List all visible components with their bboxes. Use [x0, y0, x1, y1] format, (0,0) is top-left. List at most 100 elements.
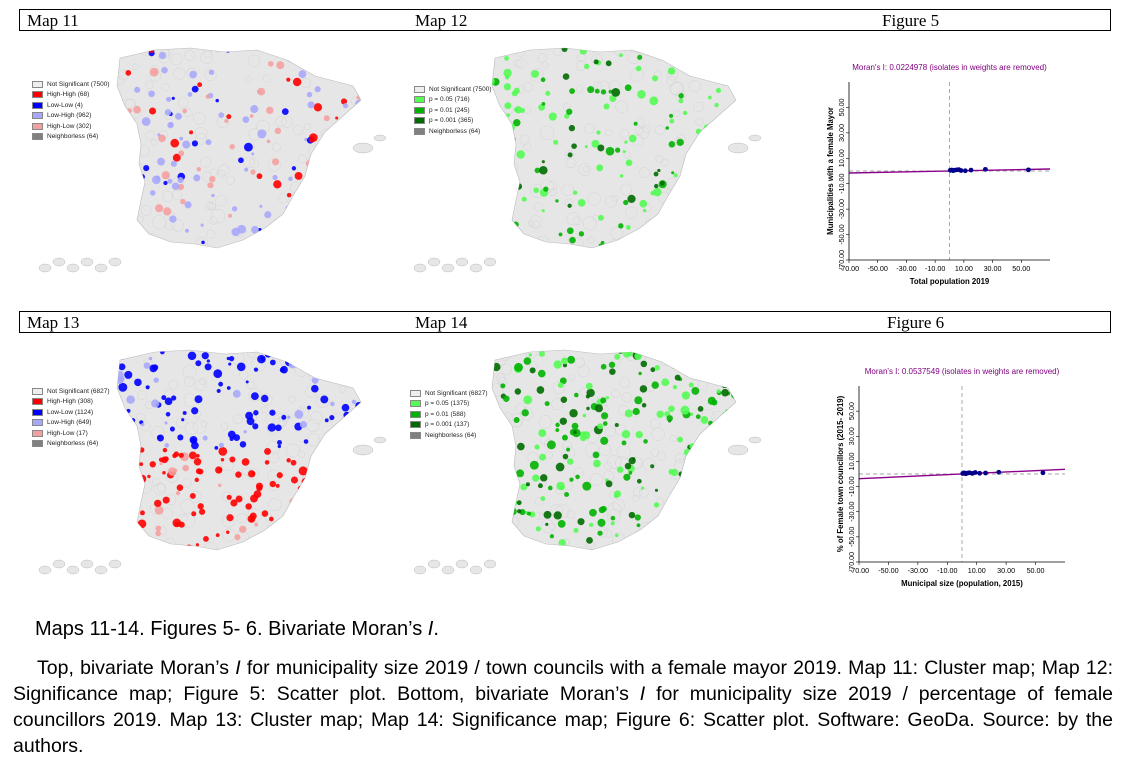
- cluster-patch: [182, 464, 189, 472]
- cluster-patch: [610, 521, 615, 526]
- legend-label: Not Significant (6827): [47, 387, 110, 395]
- cluster-patch: [598, 214, 604, 221]
- legend-item: Neighborless (64): [410, 430, 488, 441]
- cluster-patch: [137, 519, 147, 529]
- cluster-patch: [313, 48, 320, 55]
- x-tick-label: 10.00: [955, 264, 973, 273]
- cluster-patch: [569, 88, 576, 94]
- scatter-point: [972, 470, 978, 475]
- cluster-patch: [148, 48, 155, 53]
- municipality-border: [700, 51, 715, 66]
- cluster-patch: [700, 526, 709, 534]
- municipality-border: [171, 219, 184, 232]
- cluster-patch: [168, 467, 177, 476]
- cluster-patch: [517, 442, 525, 451]
- municipality-border: [642, 124, 651, 133]
- cluster-patch: [688, 363, 694, 369]
- municipality-border: [699, 161, 711, 173]
- cluster-patch: [614, 490, 622, 498]
- municipality-border: [344, 151, 358, 166]
- municipality-border: [117, 421, 131, 435]
- cluster-patch: [553, 360, 562, 369]
- cluster-patch: [143, 362, 151, 369]
- legend-swatch: [32, 387, 43, 395]
- cluster-patch: [505, 140, 513, 147]
- cluster-patch: [189, 130, 194, 135]
- cluster-patch: [539, 453, 547, 461]
- cluster-patch: [141, 423, 145, 427]
- cluster-patch: [226, 386, 231, 390]
- cluster-patch: [503, 83, 511, 91]
- cluster-patch: [582, 481, 592, 491]
- municipality-border: [566, 212, 580, 226]
- cluster-patch: [164, 109, 172, 116]
- cluster-patch: [358, 480, 361, 486]
- legend-label: Neighborless (64): [47, 133, 99, 141]
- cluster-patch: [736, 46, 742, 52]
- municipality-border: [279, 420, 287, 427]
- municipality-border: [355, 68, 361, 79]
- municipality-border: [733, 391, 736, 401]
- municipality-border: [611, 389, 620, 398]
- municipality-border: [170, 53, 183, 66]
- cluster-patch: [675, 495, 682, 502]
- municipality-border: [278, 192, 289, 204]
- municipality-border: [527, 220, 535, 227]
- cluster-patch: [652, 75, 659, 82]
- cluster-patch: [253, 410, 259, 416]
- cluster-patch: [697, 406, 704, 412]
- legend-label: p = 0.01 (588): [425, 410, 466, 418]
- cluster-patch: [230, 499, 238, 507]
- x-tick-label: -10.00: [925, 264, 945, 273]
- cluster-patch: [238, 157, 244, 164]
- cluster-patch: [125, 513, 130, 517]
- cluster-patch: [357, 389, 361, 398]
- municipality-border: [628, 232, 641, 245]
- cluster-patch: [653, 536, 662, 545]
- municipality-border: [307, 433, 320, 446]
- municipality-border: [535, 512, 543, 520]
- cluster-patch: [642, 227, 649, 234]
- municipality-border: [492, 383, 504, 397]
- legend-item: p = 0.01 (588): [410, 409, 488, 420]
- x-tick-label: -10.00: [937, 566, 957, 575]
- cluster-patch: [117, 200, 120, 207]
- cluster-patch: [540, 474, 548, 482]
- cluster-patch: [350, 191, 358, 199]
- cluster-patch: [670, 225, 679, 234]
- cluster-patch: [553, 511, 562, 520]
- cluster-patch: [306, 91, 313, 98]
- legend-label: Low-Low (1124): [47, 408, 94, 416]
- legend-item: p = 0.05 (716): [414, 95, 492, 106]
- municipality-border: [189, 490, 202, 504]
- legend-swatch: [410, 400, 421, 408]
- cluster-patch: [642, 208, 647, 213]
- cluster-patch: [299, 421, 307, 429]
- cluster-patch: [721, 215, 731, 224]
- municipality-border: [121, 214, 131, 225]
- municipality-border: [238, 370, 249, 380]
- cluster-patch: [538, 429, 547, 438]
- cluster-patch: [234, 534, 241, 541]
- cluster-patch: [553, 139, 559, 145]
- municipality-border: [244, 541, 256, 550]
- municipality-border: [673, 110, 681, 118]
- cluster-patch: [159, 462, 163, 466]
- cluster-patch: [205, 94, 211, 99]
- canary-islands: [66, 263, 80, 273]
- municipality-border: [661, 158, 669, 167]
- cluster-patch: [685, 506, 693, 513]
- cluster-patch: [705, 350, 712, 355]
- municipality-border: [315, 235, 329, 248]
- cluster-patch: [514, 106, 523, 114]
- cluster-patch: [636, 523, 641, 528]
- cluster-patch: [118, 206, 124, 212]
- municipality-border: [287, 354, 297, 364]
- balearic-islands: [373, 436, 387, 444]
- cluster-patch: [126, 395, 135, 404]
- cluster-patch: [696, 234, 705, 243]
- cluster-patch: [323, 115, 330, 122]
- municipality-border: [589, 473, 603, 487]
- cluster-patch: [667, 67, 676, 75]
- cluster-patch: [564, 113, 570, 119]
